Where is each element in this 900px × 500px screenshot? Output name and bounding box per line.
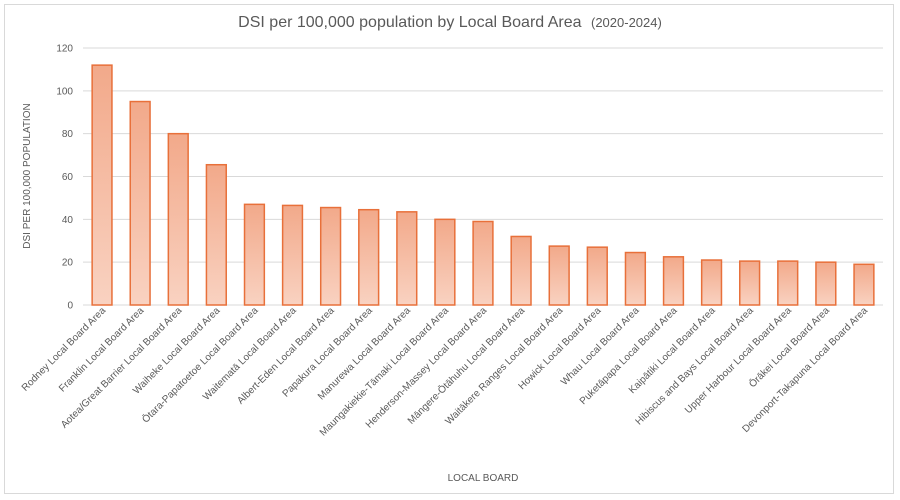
bar-5 xyxy=(243,203,266,306)
bar-chart: DSI per 100,000 population by Local Boar… xyxy=(20,14,883,484)
bar-14 xyxy=(586,246,608,306)
bar-6 xyxy=(281,204,304,306)
chart-title-main: DSI per 100,000 population by Local Boar… xyxy=(238,14,581,31)
y-tick-label: 0 xyxy=(67,301,73,312)
bars xyxy=(91,64,875,306)
chart-title: DSI per 100,000 population by Local Boar… xyxy=(238,14,662,31)
y-tick-label: 80 xyxy=(62,129,74,140)
y-tick-label: 120 xyxy=(56,44,73,55)
bar-19 xyxy=(777,260,799,306)
bar-8 xyxy=(358,208,380,306)
bar-2 xyxy=(129,100,151,306)
bar-16 xyxy=(662,256,685,306)
y-axis-ticks: 0 20 40 60 80 100 120 xyxy=(56,44,73,312)
bar-3 xyxy=(167,132,189,306)
x-axis-title: LOCAL BOARD xyxy=(448,473,519,484)
bar-10 xyxy=(434,218,456,306)
bar-1 xyxy=(91,64,113,306)
bar-11 xyxy=(472,220,494,306)
y-axis-title: DSI PER 100,000 POPULATION xyxy=(22,103,33,248)
bar-7 xyxy=(319,206,342,306)
bar-15 xyxy=(624,251,647,306)
chart-frame: DSI per 100,000 population by Local Boar… xyxy=(4,4,894,494)
bar-21 xyxy=(853,263,875,306)
bar-9 xyxy=(396,211,418,306)
y-tick-label: 60 xyxy=(62,172,74,183)
y-tick-label: 100 xyxy=(56,86,73,97)
y-tick-label: 20 xyxy=(62,258,74,269)
bar-13 xyxy=(548,245,570,306)
y-tick-label: 40 xyxy=(62,215,74,226)
bar-20 xyxy=(815,261,837,306)
bar-4 xyxy=(205,163,227,306)
chart-title-sub: (2020-2024) xyxy=(591,15,662,30)
bar-17 xyxy=(700,259,723,306)
bar-12 xyxy=(510,235,532,306)
bar-18 xyxy=(739,260,761,306)
